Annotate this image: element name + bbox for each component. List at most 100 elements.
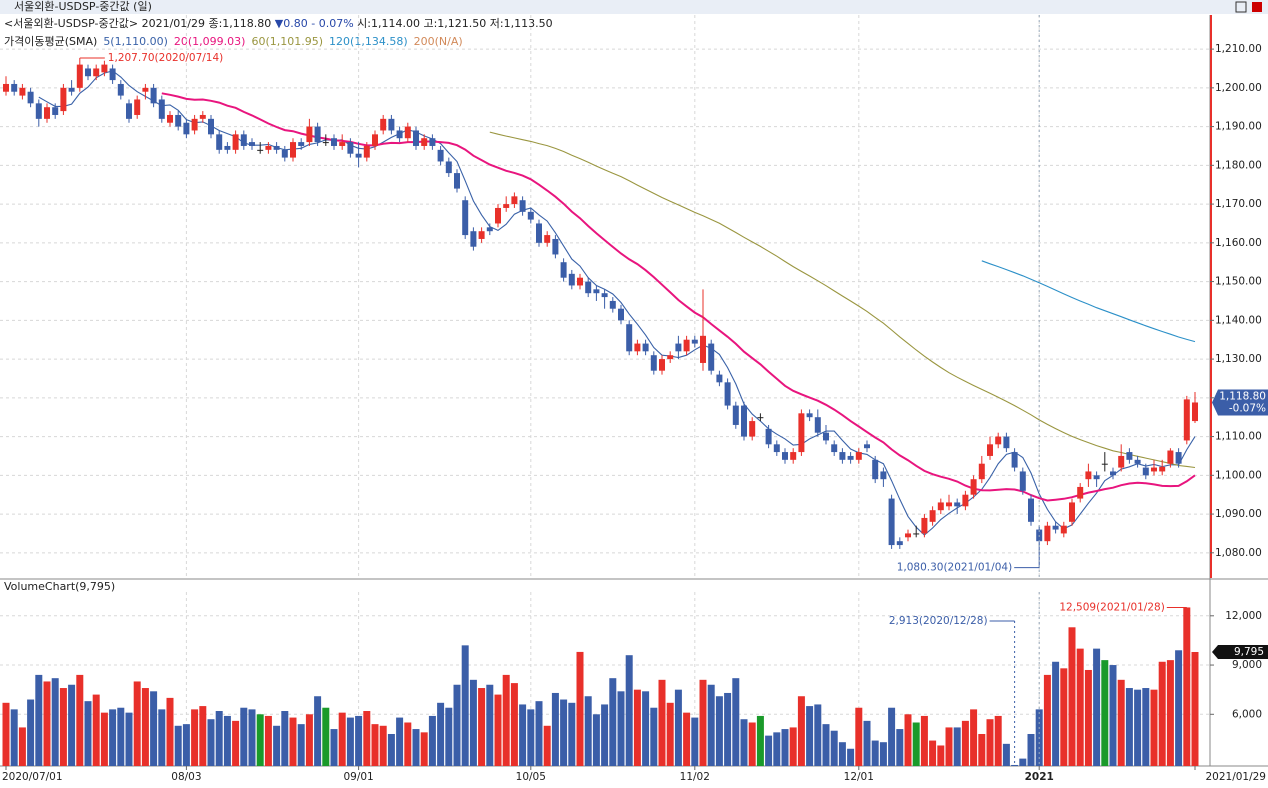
candle-body <box>421 138 428 146</box>
volume-bar <box>592 714 600 766</box>
candle-body <box>3 83 9 92</box>
candle-body <box>1101 463 1108 465</box>
volume-bar <box>773 732 781 766</box>
candle-body <box>618 308 624 321</box>
candle-body <box>281 149 288 158</box>
volume-bar <box>191 709 199 766</box>
candle-body <box>814 417 821 433</box>
volume-bar <box>2 702 10 766</box>
x-tick-label: 11/02 <box>680 771 710 783</box>
volume-bar <box>158 709 166 766</box>
candle-body <box>741 405 747 437</box>
candle-body <box>1183 399 1190 441</box>
volume-bar <box>855 707 863 766</box>
y2-tick-label: 9,000 <box>1232 659 1262 671</box>
volume-bar <box>1043 674 1051 766</box>
candle-body <box>232 134 239 150</box>
candle-body <box>85 68 91 77</box>
candle-body <box>921 517 928 534</box>
window-button[interactable] <box>1252 2 1262 12</box>
ma-line <box>489 131 1196 469</box>
candle-body <box>511 196 518 205</box>
candle-body <box>1134 459 1141 464</box>
ma-line <box>38 70 1196 536</box>
candle-body <box>199 114 206 119</box>
candle-body <box>1151 467 1157 472</box>
volume-bar <box>707 684 715 766</box>
volume-bar <box>609 678 617 766</box>
volume-bar <box>806 706 814 766</box>
ohlc-text: 시:1,114.00 고:1,121.50 저:1,113.50 <box>357 17 552 30</box>
candle-body <box>749 421 756 437</box>
candle-body <box>60 87 67 112</box>
volume-bar <box>1158 661 1166 766</box>
price-tag-label: 1,118.80 <box>1219 390 1266 402</box>
volume-bar <box>732 678 740 766</box>
candle-body <box>552 238 559 255</box>
volume-bar <box>789 727 797 766</box>
volume-bar <box>207 719 215 766</box>
x-tick-label: 2021/01/29 <box>1205 771 1266 783</box>
volume-bar <box>1166 660 1174 766</box>
candle-body <box>249 142 255 146</box>
candle-body <box>191 118 198 131</box>
volume-bar <box>182 724 190 766</box>
candle-body <box>995 436 1002 445</box>
ma-line <box>981 260 1196 343</box>
candle-body <box>167 114 173 123</box>
volume-bar <box>535 701 543 766</box>
volume-title: VolumeChart(9,795) <box>4 580 115 593</box>
volume-bar <box>428 715 436 766</box>
candle-body <box>544 235 551 243</box>
candle-body <box>519 200 526 212</box>
volume-bar <box>1125 688 1133 766</box>
candle-body <box>1003 436 1010 449</box>
volume-bar <box>166 697 174 766</box>
volume-bar <box>281 711 289 766</box>
window-title: 서울외환-USDSP-중간값 (일) <box>14 0 152 13</box>
volume-bar <box>937 745 945 766</box>
volume-bar <box>1068 627 1076 766</box>
candle-body <box>798 413 805 453</box>
candle-body <box>76 64 83 88</box>
candle-body <box>478 231 485 239</box>
candle-body <box>782 452 788 460</box>
annotation: 2,913(2020/12/28) <box>889 615 988 627</box>
candle-body <box>1060 525 1067 534</box>
candle-body <box>298 142 305 146</box>
volume-bar <box>322 707 330 766</box>
volume-bar <box>871 740 879 766</box>
volume-bar <box>740 719 748 766</box>
candle-body <box>331 138 337 146</box>
volume-bar <box>666 702 674 766</box>
volume-bar <box>133 681 141 766</box>
candle-body <box>732 405 739 425</box>
volume-bar <box>822 724 830 766</box>
candle-body <box>954 502 961 507</box>
volume-bar <box>51 678 59 766</box>
candle-body <box>117 83 124 96</box>
volume-bar <box>396 717 404 766</box>
volume-bar <box>478 688 486 766</box>
volume-bar <box>412 729 420 766</box>
y-tick-label: 1,180.00 <box>1215 159 1262 171</box>
price-tag-change: -0.07% <box>1229 402 1266 414</box>
volume-bar <box>838 742 846 766</box>
volume-bar <box>240 707 248 766</box>
volume-bar <box>1084 669 1092 766</box>
y2-tick-label: 12,000 <box>1225 610 1262 622</box>
candle-body <box>642 343 649 352</box>
candle-body <box>1019 471 1026 491</box>
volume-bar <box>494 694 502 766</box>
window-button[interactable] <box>1235 1 1247 13</box>
candle-body <box>208 118 214 135</box>
volume-bar <box>215 711 223 766</box>
candle-body <box>322 142 329 144</box>
volume-bar <box>748 722 756 766</box>
y-tick-label: 1,110.00 <box>1215 431 1262 443</box>
volume-bar <box>223 715 231 766</box>
candle-body <box>1192 402 1198 422</box>
candle-body <box>372 134 378 146</box>
volume-bar <box>986 719 994 766</box>
volume-bar <box>502 674 510 766</box>
